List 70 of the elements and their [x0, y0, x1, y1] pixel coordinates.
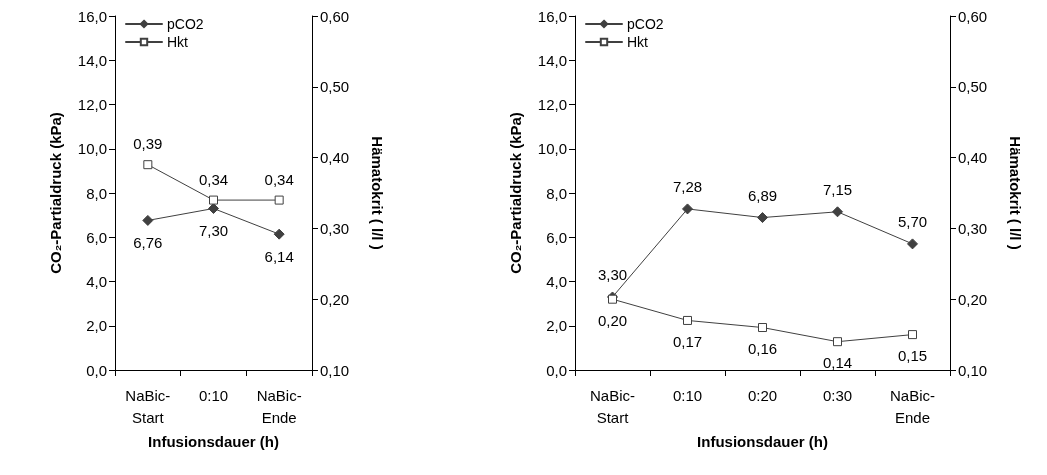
y-axis-title: CO₂-Partialdruck (kPa): [507, 112, 524, 274]
y2-tick-label: 0,50: [958, 78, 988, 96]
data-label: 0,17: [672, 332, 703, 350]
data-label: 0,16: [747, 340, 778, 358]
y-tick-label: 6,0: [86, 228, 107, 246]
legend-label: Hkt: [167, 34, 189, 50]
point: [907, 238, 918, 250]
y2-tick-label: 0,30: [958, 219, 988, 237]
data-label: 5,70: [897, 213, 928, 231]
data-label: 0,39: [133, 135, 163, 153]
y-axis-title: CO₂-Partialdruck (kPa): [47, 112, 64, 274]
legend-label: pCO2: [627, 16, 664, 32]
y-tick-label: 10,0: [537, 140, 567, 158]
x-tick-label: NaBic- Ende: [256, 386, 302, 426]
x-tick-label: 0:10: [672, 386, 703, 404]
y-tick-label: 14,0: [77, 51, 107, 69]
y-tick-label: 0,0: [546, 361, 567, 379]
data-label: 0,15: [897, 347, 928, 365]
y-tick-label: 4,0: [546, 273, 567, 290]
y-tick-label: 10,0: [77, 140, 107, 158]
point: [832, 206, 843, 218]
data-label: 6,14: [264, 247, 294, 265]
data-label: 6,89: [747, 187, 778, 205]
y-tick-label: 0,0: [86, 361, 107, 379]
x-tick-label: NaBic- Start: [125, 386, 171, 426]
y2-tick-label: 0,20: [320, 290, 350, 308]
x-tick-label: 0:30: [822, 386, 853, 404]
y2-tick-label: 0,60: [320, 7, 350, 25]
legend-label: pCO2: [167, 16, 204, 32]
y2-tick-label: 0,40: [320, 149, 350, 167]
data-label: 7,15: [822, 181, 853, 199]
x-axis-title: Infusionsdauer (h): [148, 433, 279, 450]
y2-tick-label: 0,30: [320, 219, 350, 237]
y-tick-label: 8,0: [86, 184, 107, 202]
y2-tick-label: 0,10: [958, 361, 988, 379]
data-label: 0,34: [198, 170, 229, 188]
y-tick-label: 16,0: [537, 7, 567, 25]
point: [757, 212, 768, 224]
point: [142, 214, 154, 226]
y-tick-label: 2,0: [546, 317, 567, 335]
data-label: 6,76: [133, 233, 163, 251]
y2-tick-label: 0,60: [958, 7, 988, 25]
y-tick-label: 14,0: [537, 51, 567, 69]
y-tick-label: 2,0: [86, 317, 107, 335]
point: [682, 203, 693, 215]
y2-tick-label: 0,40: [958, 149, 988, 167]
x-tick-label: 0:20: [747, 386, 778, 404]
y-tick-label: 6,0: [546, 228, 567, 246]
x-tick-label: NaBic- Start: [589, 386, 636, 426]
data-label: 0,34: [264, 170, 294, 188]
y2-tick-label: 0,20: [958, 290, 988, 308]
data-label: 7,28: [672, 178, 703, 196]
y2-tick-label: 0,50: [320, 78, 350, 96]
y-tick-label: 12,0: [77, 96, 107, 113]
y2-tick-label: 0,10: [320, 361, 350, 379]
x-axis-title: Infusionsdauer (h): [697, 433, 828, 450]
data-label: 3,30: [597, 266, 628, 284]
legend-label: Hkt: [627, 34, 649, 50]
y-tick-label: 4,0: [86, 273, 107, 290]
x-tick-label: 0:10: [198, 386, 229, 404]
y-tick-label: 16,0: [77, 7, 107, 25]
y-tick-label: 12,0: [537, 96, 567, 113]
data-label: 7,30: [198, 221, 229, 239]
y2-axis-title: Hämatokrit ( l/l ): [1007, 136, 1024, 250]
y2-axis-title: Hämatokrit ( l/l ): [369, 136, 386, 250]
point: [273, 228, 285, 240]
y-tick-label: 8,0: [546, 184, 567, 202]
x-tick-label: NaBic- Ende: [889, 386, 936, 426]
data-label: 0,14: [822, 354, 853, 372]
data-label: 0,20: [597, 311, 628, 329]
